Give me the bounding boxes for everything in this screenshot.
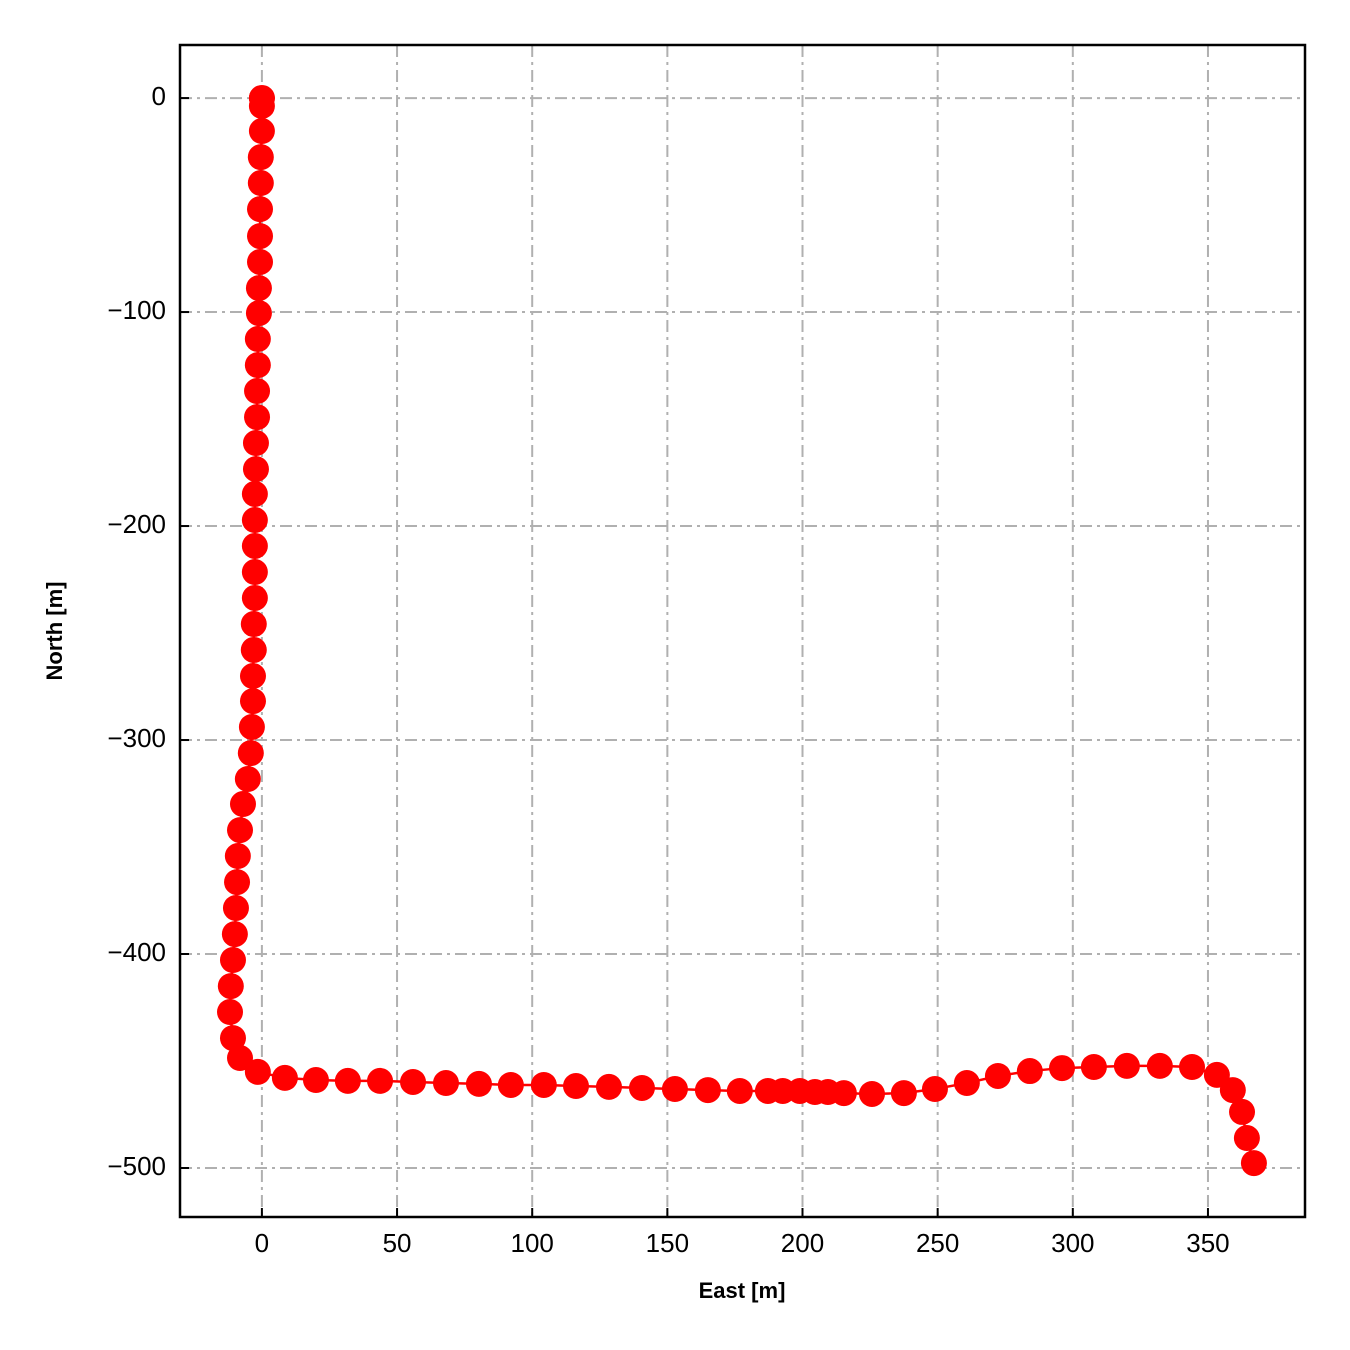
- point: [222, 895, 249, 922]
- y-axis-title: North [m]: [42, 582, 67, 681]
- point: [241, 559, 268, 586]
- point: [984, 1062, 1011, 1089]
- x-tick-label: 150: [646, 1228, 689, 1258]
- point: [241, 584, 268, 611]
- point: [1146, 1052, 1173, 1079]
- point: [244, 352, 271, 379]
- point: [244, 326, 271, 353]
- trajectory-line: [228, 98, 1256, 1164]
- point: [726, 1077, 753, 1104]
- point: [1219, 1077, 1246, 1104]
- point: [1080, 1053, 1107, 1080]
- point: [227, 817, 254, 844]
- point: [237, 740, 264, 767]
- point: [245, 275, 272, 302]
- point: [271, 1064, 298, 1091]
- point: [224, 843, 251, 870]
- point: [247, 170, 274, 197]
- point: [400, 1068, 427, 1095]
- point: [227, 1045, 254, 1072]
- x-tick-label: 50: [383, 1228, 412, 1258]
- point: [890, 1080, 917, 1107]
- x-tick-label: 350: [1186, 1228, 1229, 1258]
- x-axis-title: East [m]: [699, 1278, 786, 1303]
- point: [241, 532, 268, 559]
- y-tick-label: −100: [107, 295, 166, 325]
- point: [247, 223, 274, 250]
- point: [1179, 1053, 1206, 1080]
- point: [1113, 1052, 1140, 1079]
- point: [247, 196, 274, 223]
- point: [224, 869, 251, 896]
- point: [1229, 1098, 1256, 1125]
- point: [953, 1070, 980, 1097]
- point: [1233, 1125, 1260, 1152]
- point: [562, 1073, 589, 1100]
- point: [248, 118, 275, 145]
- point: [241, 480, 268, 507]
- point: [219, 1025, 246, 1052]
- point: [694, 1077, 721, 1104]
- x-tick-label: 100: [511, 1228, 554, 1258]
- point: [465, 1070, 492, 1097]
- y-tick-label: −400: [107, 937, 166, 967]
- point: [238, 713, 265, 740]
- x-tick-label: 200: [781, 1228, 824, 1258]
- point: [628, 1074, 655, 1101]
- x-tick-label: 300: [1051, 1228, 1094, 1258]
- point: [247, 144, 274, 171]
- point: [921, 1076, 948, 1103]
- point: [234, 765, 261, 792]
- x-tick-label: 250: [916, 1228, 959, 1258]
- point: [240, 636, 267, 663]
- point: [244, 404, 271, 431]
- y-tick-label: 0: [152, 81, 166, 111]
- y-tick-label: −500: [107, 1151, 166, 1181]
- point: [248, 92, 275, 119]
- point: [497, 1071, 524, 1098]
- x-tick-label: 0: [255, 1228, 269, 1258]
- point: [240, 611, 267, 638]
- point: [661, 1076, 688, 1103]
- point: [239, 688, 266, 715]
- point: [217, 973, 244, 1000]
- point: [219, 947, 246, 974]
- point: [302, 1067, 329, 1094]
- point: [530, 1071, 557, 1098]
- point: [247, 248, 274, 275]
- point: [242, 430, 269, 457]
- plot-frame: [178, 43, 1307, 1219]
- point: [1240, 1150, 1267, 1177]
- point: [367, 1067, 394, 1094]
- point: [242, 456, 269, 483]
- point: [432, 1070, 459, 1097]
- point: [221, 921, 248, 948]
- y-tick-label: −200: [107, 509, 166, 539]
- point: [245, 300, 272, 327]
- point: [239, 663, 266, 690]
- point: [1048, 1055, 1075, 1082]
- point: [595, 1073, 622, 1100]
- point: [830, 1080, 857, 1107]
- point: [334, 1067, 361, 1094]
- y-tick-label: −300: [107, 723, 166, 753]
- point: [1016, 1058, 1043, 1085]
- point: [244, 1058, 271, 1085]
- point: [244, 378, 271, 405]
- point: [217, 999, 244, 1026]
- point: [229, 791, 256, 818]
- point: [858, 1080, 885, 1107]
- point: [241, 507, 268, 534]
